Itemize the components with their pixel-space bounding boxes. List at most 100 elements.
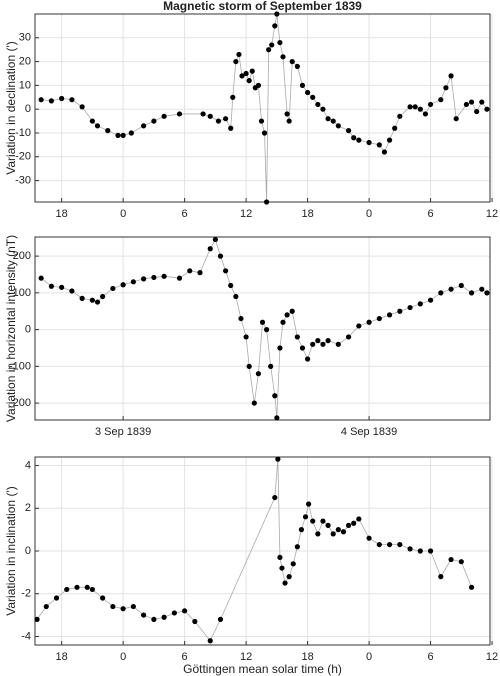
data-point — [110, 603, 116, 610]
data-point — [306, 501, 312, 507]
data-point — [215, 118, 222, 124]
data-point — [223, 116, 229, 122]
data-point — [246, 78, 252, 84]
y-tick-label: -2 — [21, 588, 31, 600]
data-point — [320, 106, 326, 112]
data-point — [351, 520, 357, 526]
data-point — [272, 23, 278, 29]
data-point — [263, 199, 270, 205]
data-point — [284, 111, 290, 117]
connector-line — [36, 459, 472, 642]
data-point — [268, 363, 274, 369]
data-point — [258, 118, 265, 124]
y-tick-label: 4 — [25, 459, 31, 471]
x-tick-label: 6 — [182, 651, 188, 663]
y-axis-label: Variation in declination (') — [4, 41, 18, 174]
x-tick-label: 0 — [366, 651, 372, 663]
data-point — [299, 345, 306, 351]
x-tick-label: 0 — [120, 651, 126, 663]
data-point — [243, 70, 249, 77]
data-point — [335, 527, 341, 533]
data-point — [412, 104, 418, 110]
data-point — [207, 638, 213, 644]
data-point — [69, 288, 75, 294]
y-tick-label: 0 — [25, 324, 31, 336]
data-point — [294, 334, 300, 340]
data-point — [366, 535, 372, 541]
data-point — [376, 315, 382, 322]
data-point — [310, 341, 316, 347]
y-tick-label: 0 — [25, 103, 31, 115]
data-point — [381, 149, 388, 155]
data-point — [468, 584, 475, 590]
data-point — [458, 559, 464, 565]
y-tick-label: -100 — [9, 360, 31, 372]
data-point — [34, 616, 40, 622]
data-point — [79, 295, 85, 301]
x-tick-label: 6 — [182, 208, 188, 220]
data-point — [427, 548, 434, 554]
data-point — [345, 334, 352, 340]
data-point — [53, 595, 60, 601]
data-point — [376, 142, 382, 148]
x-tick-label: 3 Sep 1839 — [95, 426, 151, 438]
data-point — [128, 130, 134, 136]
y-tick-label: -30 — [15, 174, 31, 186]
data-point — [272, 393, 278, 399]
data-point — [320, 518, 326, 524]
data-point — [212, 236, 218, 243]
data-point — [161, 614, 167, 620]
data-point — [282, 580, 288, 586]
x-tick-label: 12 — [486, 651, 498, 663]
data-point — [110, 285, 116, 292]
data-point — [277, 554, 283, 561]
data-point — [325, 522, 331, 528]
data-point — [286, 574, 292, 580]
data-point — [443, 85, 449, 91]
data-point — [294, 544, 300, 550]
y-tick-label: 30 — [19, 32, 31, 44]
data-point — [228, 282, 234, 289]
data-point — [290, 561, 296, 567]
y-tick-label: 20 — [19, 56, 31, 68]
data-point — [453, 116, 459, 122]
data-point — [286, 118, 292, 124]
data-point — [289, 58, 295, 65]
data-point — [330, 118, 336, 124]
data-point — [463, 101, 470, 108]
x-tick-label: 0 — [120, 208, 126, 220]
data-point — [438, 290, 444, 296]
data-point — [161, 273, 167, 279]
data-point — [200, 111, 206, 117]
data-point — [43, 603, 49, 610]
data-point — [233, 293, 239, 300]
data-point — [243, 334, 249, 340]
data-point — [192, 618, 198, 625]
data-point — [284, 312, 290, 318]
y-tick-label: 10 — [19, 79, 31, 91]
data-point — [89, 118, 95, 124]
data-point — [351, 135, 357, 141]
data-point — [269, 42, 275, 48]
data-point — [274, 415, 280, 421]
data-point — [438, 97, 444, 103]
data-point — [255, 82, 262, 88]
data-point — [69, 97, 75, 103]
data-point — [105, 128, 111, 134]
data-point — [261, 130, 268, 136]
data-point — [277, 39, 283, 46]
data-point — [182, 608, 188, 614]
y-tick-label: -10 — [15, 127, 31, 139]
data-point — [100, 293, 106, 300]
y-tick-label: 0 — [25, 545, 31, 557]
y-tick-label: -200 — [9, 397, 31, 409]
x-tick-label: 4 Sep 1839 — [341, 426, 397, 438]
data-point — [84, 584, 90, 590]
data-point — [345, 522, 352, 528]
data-point — [356, 137, 362, 143]
data-point — [448, 556, 454, 563]
data-point — [176, 111, 183, 117]
x-tick-label: 12 — [486, 208, 498, 220]
x-tick-label: 6 — [428, 651, 434, 663]
y-tick-label: -4 — [21, 630, 31, 642]
